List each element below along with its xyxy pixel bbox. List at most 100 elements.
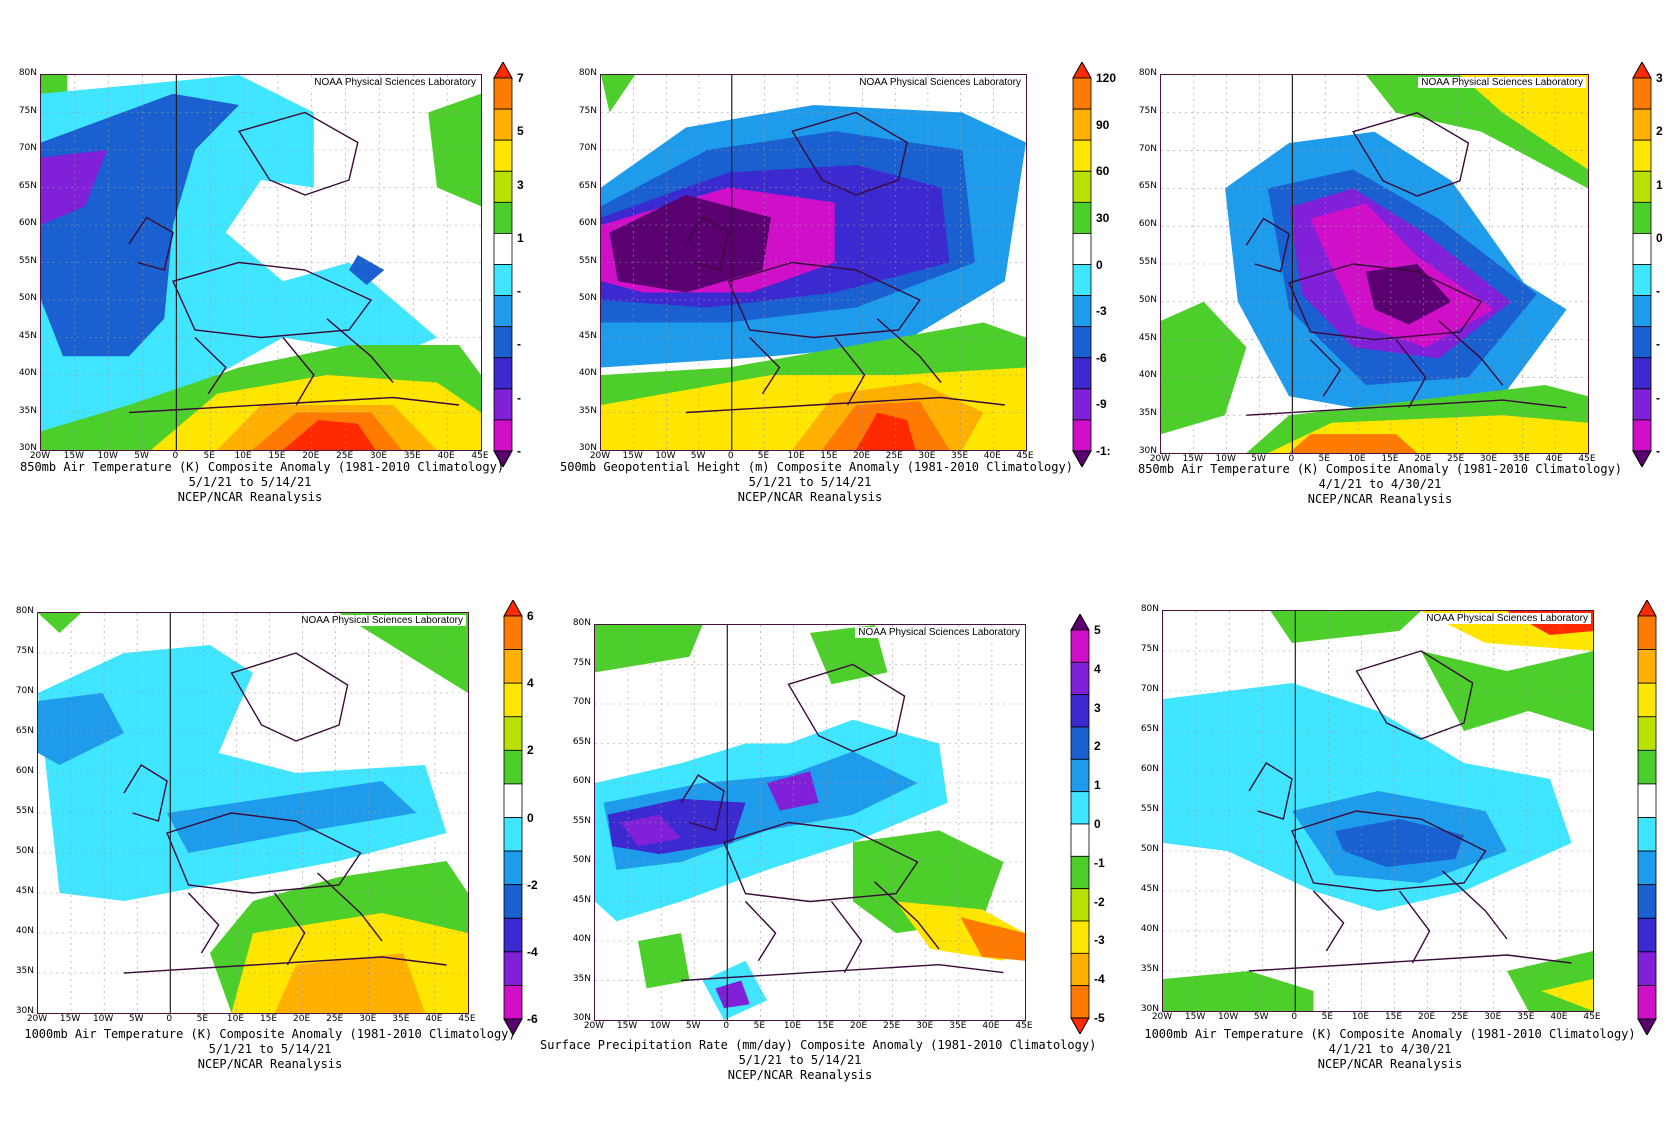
map-plot: NOAA Physical Sciences Laboratory bbox=[40, 74, 482, 451]
colorbar-swatch bbox=[1637, 884, 1657, 919]
coastline bbox=[1442, 870, 1508, 940]
longitude-label: 40E bbox=[1550, 1012, 1568, 1022]
colorbar-tick-label: 4 bbox=[527, 676, 534, 691]
longitude-label: 15W bbox=[616, 1021, 638, 1031]
coastline bbox=[317, 872, 383, 942]
longitude-label: 45E bbox=[458, 1014, 476, 1024]
longitude-label: 15E bbox=[820, 451, 838, 461]
colorbar-tick-label: -1 bbox=[1094, 855, 1105, 870]
coastline bbox=[723, 821, 919, 903]
colorbar-swatch bbox=[493, 264, 513, 296]
colorbar-tick-label: - bbox=[517, 444, 521, 458]
colorbar-swatch bbox=[1070, 629, 1090, 663]
colorbar bbox=[1070, 614, 1090, 1034]
map-caption: 850mb Air Temperature (K) Composite Anom… bbox=[1130, 462, 1630, 507]
latitude-label: 60N bbox=[15, 766, 34, 776]
colorbar-tick-label: -6 bbox=[527, 1012, 538, 1026]
latitude-label: 35N bbox=[578, 405, 597, 416]
caption-source: NCEP/NCAR Reanalysis bbox=[177, 490, 323, 504]
colorbar-swatch bbox=[493, 388, 513, 421]
colorbar-tick-label: -5 bbox=[1094, 1011, 1105, 1025]
caption-title: Surface Precipitation Rate (mm/day) Comp… bbox=[540, 1038, 1097, 1052]
latitude-label: 80N bbox=[15, 606, 34, 616]
colorbar-swatch bbox=[1070, 888, 1090, 922]
colorbar-tick-label: 0 bbox=[1656, 230, 1663, 245]
coastline bbox=[1438, 320, 1504, 386]
anomaly-contour bbox=[1459, 75, 1588, 170]
coastline bbox=[1288, 263, 1483, 341]
anomaly-contour bbox=[960, 917, 1025, 961]
latitude-label: 80N bbox=[1138, 68, 1157, 78]
longitude-label: 10E bbox=[226, 1014, 245, 1024]
latitude-label: 50N bbox=[578, 293, 597, 303]
colorbar-tick-label: 5 bbox=[1094, 623, 1101, 637]
colorbar-tick-label: -9 bbox=[1096, 397, 1107, 412]
longitude-label: 5E bbox=[757, 451, 770, 461]
caption-period: 5/1/21 to 5/14/21 bbox=[748, 475, 872, 489]
longitude-label: 20W bbox=[589, 451, 611, 461]
latitude-label: 75N bbox=[572, 657, 591, 668]
colorbar-swatch bbox=[493, 419, 513, 452]
map-plot: NOAA Physical Sciences Laboratory bbox=[1162, 610, 1594, 1012]
colorbar-tick-label: 2 bbox=[527, 743, 534, 758]
coastline bbox=[791, 111, 908, 196]
latitude-label: 45N bbox=[1140, 884, 1159, 894]
map-caption: 1000mb Air Temperature (K) Composite Ano… bbox=[10, 1027, 530, 1072]
latitude-label: 50N bbox=[18, 293, 37, 303]
anomaly-contour bbox=[601, 75, 635, 113]
colorbar-tick-label: -4 bbox=[1094, 972, 1105, 987]
colorbar-swatch bbox=[1070, 855, 1090, 890]
longitude-label: 30E bbox=[916, 1021, 934, 1031]
colorbar-swatch bbox=[1070, 823, 1090, 857]
longitude-label: 35E bbox=[951, 451, 969, 461]
anomaly-contour bbox=[349, 255, 385, 285]
map-caption: 850mb Air Temperature (K) Composite Anom… bbox=[20, 460, 504, 505]
colorbar-swatch bbox=[1637, 917, 1657, 953]
anomaly-contour bbox=[715, 980, 750, 1009]
credit-label: NOAA Physical Sciences Laboratory bbox=[1423, 613, 1591, 624]
colorbar-tick-label: - bbox=[1656, 444, 1660, 458]
longitude-label: 35E bbox=[1512, 454, 1530, 464]
anomaly-contour bbox=[853, 830, 1004, 934]
colorbar-tick-label: 90 bbox=[1096, 117, 1110, 132]
coastline bbox=[680, 774, 725, 832]
longitude-label: 5W bbox=[690, 451, 706, 461]
anomaly-contour bbox=[810, 625, 888, 685]
anomaly-field bbox=[1161, 75, 1588, 453]
longitude-label: 10E bbox=[1348, 454, 1366, 464]
latitude-label: 60N bbox=[1140, 764, 1159, 774]
colorbar-swatch bbox=[503, 649, 523, 684]
anomaly-contour bbox=[283, 420, 376, 450]
anomaly-contour bbox=[638, 933, 690, 989]
latitude-label: 70N bbox=[1140, 684, 1159, 694]
longitude-label: 25E bbox=[1447, 454, 1465, 464]
anomaly-contour bbox=[620, 814, 681, 847]
anomaly-contour bbox=[339, 613, 468, 693]
colorbar-swatch bbox=[1637, 783, 1657, 818]
longitude-label: 30E bbox=[1484, 1012, 1502, 1022]
colorbar-swatch bbox=[503, 783, 523, 818]
latitude-label: 40N bbox=[18, 368, 37, 378]
latitude-label: 35N bbox=[15, 966, 34, 976]
anomaly-contour bbox=[1366, 264, 1452, 325]
longitude-label: 15E bbox=[259, 1014, 278, 1024]
caption-title: 1000mb Air Temperature (K) Composite Ano… bbox=[1144, 1027, 1636, 1041]
colorbar-tick-label: -6 bbox=[1096, 350, 1107, 365]
latitude-label: 45N bbox=[578, 330, 597, 341]
anomaly-contour bbox=[1289, 434, 1418, 453]
colorbar-tick-label: - bbox=[1656, 390, 1660, 405]
latitude-label: 55N bbox=[578, 255, 597, 266]
longitude-label: 15W bbox=[622, 451, 643, 461]
colorbar-tick-label: 0 bbox=[1094, 817, 1101, 831]
caption-title: 850mb Air Temperature (K) Composite Anom… bbox=[1137, 462, 1623, 476]
colorbar-bottom-arrow bbox=[1637, 1018, 1657, 1035]
longitude-label: 20W bbox=[26, 1014, 48, 1024]
latitude-label: 55N bbox=[1140, 804, 1159, 814]
colorbar-swatch bbox=[493, 201, 513, 234]
colorbar-swatch bbox=[1070, 726, 1090, 760]
longitude-label: 15W bbox=[1182, 454, 1204, 464]
coastline bbox=[326, 318, 394, 383]
longitude-label: 5W bbox=[128, 1014, 144, 1024]
anomaly-contour bbox=[767, 771, 819, 811]
coastline bbox=[830, 901, 863, 973]
